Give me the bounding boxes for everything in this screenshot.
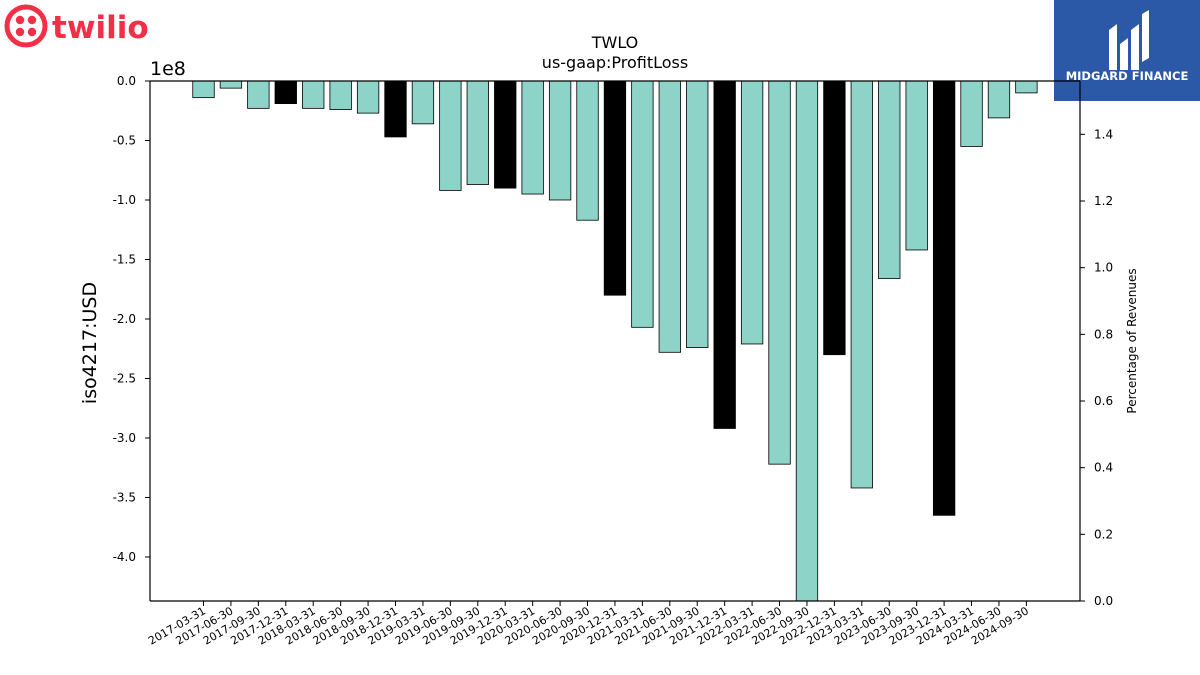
y-tick-label: 0.0: [117, 74, 136, 88]
bar-2018-12-31: [384, 80, 407, 138]
y2-tick-label: 1.4: [1094, 127, 1113, 141]
bar-2024-03-31: [960, 80, 983, 147]
bar-2022-12-31: [823, 80, 846, 356]
bar-2017-12-31: [274, 80, 297, 105]
y-tick-label: -1.5: [113, 252, 136, 266]
twilio-logo-dot-2: [27, 15, 37, 25]
bar-2020-06-30: [548, 80, 572, 201]
y-tick-label: -4.0: [113, 550, 136, 564]
bar-2023-03-31: [850, 80, 873, 489]
bar-2024-09-30: [1015, 80, 1038, 94]
twilio-logo-wordmark: twilio: [52, 10, 149, 46]
bar-2020-03-31: [521, 80, 544, 195]
y2-tick-label: 0.8: [1094, 327, 1113, 341]
bar-2017-09-30: [247, 80, 270, 109]
chart-subtitle: us-gaap:ProfitLoss: [542, 53, 688, 72]
midgard-finance-logo: MIDGARD FINANCE: [1054, 0, 1200, 101]
y-tick-label: -3.0: [113, 431, 136, 445]
bar-2021-09-30: [686, 80, 709, 348]
bar-2019-09-30: [466, 80, 489, 185]
bar-2021-06-30: [658, 80, 681, 353]
y2-tick-label: 1.2: [1094, 194, 1113, 208]
twilio-logo: twilio: [4, 4, 149, 48]
twilio-logo-dot-1: [15, 15, 25, 25]
bar-2019-06-30: [439, 80, 462, 191]
bar-2023-12-31: [932, 80, 956, 516]
twilio-logo-dot-4: [27, 27, 37, 37]
y2-tick-label: 0.6: [1094, 394, 1113, 408]
bar-2021-12-31: [713, 80, 736, 429]
bar-2021-03-31: [631, 80, 654, 328]
bar-2017-03-31: [192, 80, 215, 99]
bar-2019-12-31: [494, 80, 517, 189]
bar-2018-06-30: [329, 80, 352, 110]
y-axis-offset-label: 1e8: [150, 58, 186, 80]
bar-2023-09-30: [905, 80, 928, 251]
midgard-logo-mark: [1109, 10, 1149, 70]
midgard-logo-wordmark: MIDGARD FINANCE: [1066, 69, 1189, 83]
y2-tick-label: 0.4: [1094, 461, 1113, 475]
bar-2019-03-31: [411, 80, 435, 125]
bar-2023-06-30: [878, 80, 901, 279]
bars-group: [192, 80, 1038, 602]
y-tick-label: -0.5: [113, 133, 136, 147]
bar-2020-09-30: [576, 80, 599, 221]
y-tick-label: -2.5: [113, 371, 136, 385]
y2-tick-label: 0.2: [1094, 527, 1113, 541]
y2-tick-label: 1.0: [1094, 261, 1113, 275]
y-tick-label: -3.5: [113, 490, 136, 504]
twilio-logo-mark: [4, 4, 48, 48]
bar-2017-06-30: [219, 80, 243, 89]
bar-2022-06-30: [768, 80, 791, 465]
bar-2018-03-31: [302, 80, 325, 109]
bar-2022-03-31: [740, 80, 764, 345]
bar-2022-09-30: [795, 80, 819, 602]
y2-axis-label: Percentage of Revenues: [1125, 268, 1139, 413]
twilio-logo-dot-3: [15, 27, 25, 37]
bar-2018-09-30: [356, 80, 380, 114]
bar-2024-06-30: [987, 80, 1011, 119]
y-tick-label: -1.0: [113, 193, 136, 207]
bar-2020-12-31: [603, 80, 627, 296]
y-tick-label: -2.0: [113, 312, 136, 326]
y2-tick-label: 0.0: [1094, 594, 1113, 608]
chart-title: TWLO: [591, 33, 639, 52]
y-axis-label: iso4217:USD: [79, 282, 101, 404]
